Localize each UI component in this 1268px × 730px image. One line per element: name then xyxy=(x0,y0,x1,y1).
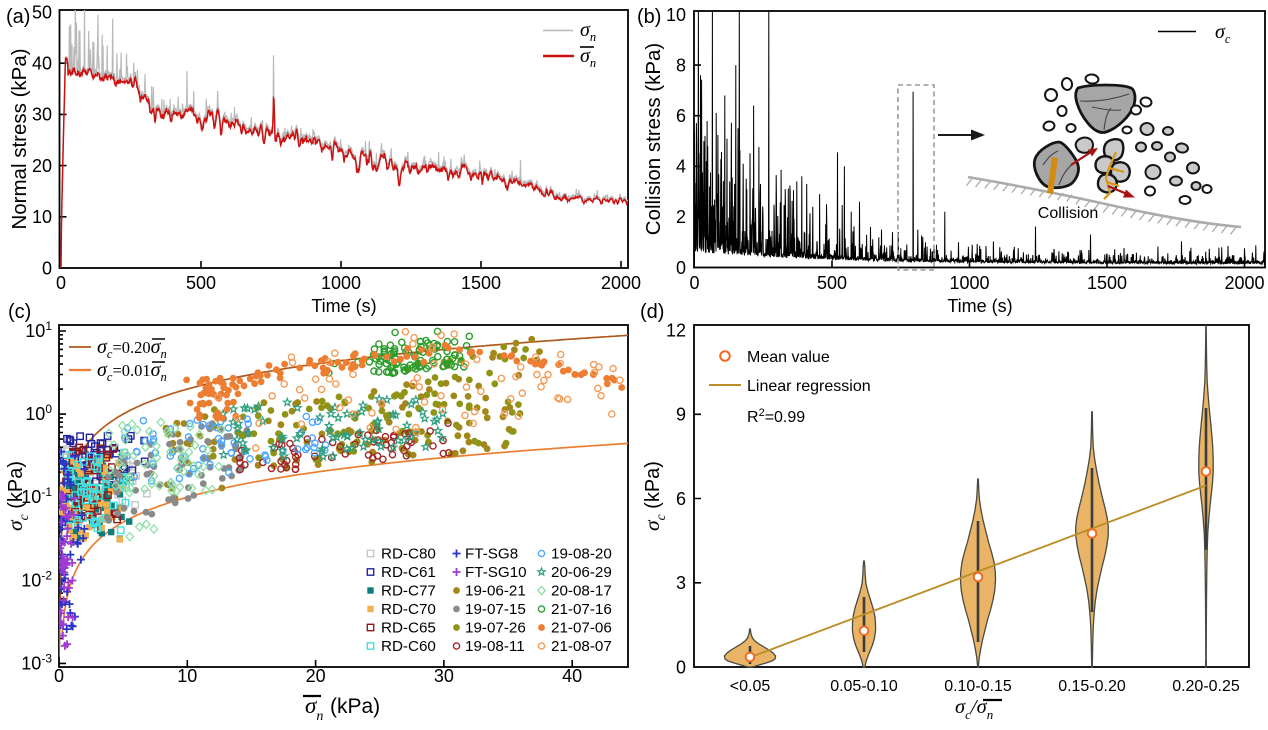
svg-text:0: 0 xyxy=(56,273,66,293)
svg-text:0: 0 xyxy=(676,258,686,278)
svg-text:FT-SG10: FT-SG10 xyxy=(465,564,527,581)
svg-text:3: 3 xyxy=(676,573,686,593)
svg-text:10: 10 xyxy=(666,5,686,25)
svg-text:0: 0 xyxy=(42,258,52,278)
svg-text:(a): (a) xyxy=(6,6,30,28)
svg-text:FT-SG8: FT-SG8 xyxy=(465,546,518,563)
svg-text:Time (s): Time (s) xyxy=(947,296,1012,316)
svg-text:(d): (d) xyxy=(640,301,664,323)
svg-text:0.15-0.20: 0.15-0.20 xyxy=(1058,678,1126,695)
svg-text:<0.05: <0.05 xyxy=(730,678,771,695)
svg-text:4: 4 xyxy=(676,157,686,177)
svg-text:RD-C61: RD-C61 xyxy=(381,564,436,581)
svg-text:6: 6 xyxy=(676,106,686,126)
svg-text:1500: 1500 xyxy=(461,273,501,293)
svg-text:10: 10 xyxy=(177,666,197,686)
svg-text:0.10-0.15: 0.10-0.15 xyxy=(944,678,1012,695)
svg-text:0: 0 xyxy=(676,657,686,677)
svg-text:9: 9 xyxy=(676,405,686,425)
svg-text:8: 8 xyxy=(676,55,686,75)
svg-text:1000: 1000 xyxy=(321,273,361,293)
svg-text:40: 40 xyxy=(32,54,52,74)
svg-text:30: 30 xyxy=(434,666,454,686)
svg-text:1500: 1500 xyxy=(1087,273,1127,293)
svg-text:1000: 1000 xyxy=(949,273,989,293)
svg-text:19-08-20: 19-08-20 xyxy=(551,546,612,563)
svg-text:σc (kPa): σc (kPa) xyxy=(640,461,668,531)
svg-text:10: 10 xyxy=(32,207,52,227)
svg-text:50: 50 xyxy=(32,2,52,22)
svg-text:R2=0.99: R2=0.99 xyxy=(747,407,805,426)
svg-text:21-07-16: 21-07-16 xyxy=(551,601,612,618)
svg-text:20-08-17: 20-08-17 xyxy=(551,583,612,600)
svg-text:19-07-26: 19-07-26 xyxy=(465,620,526,637)
svg-text:30: 30 xyxy=(32,105,52,125)
svg-text:20: 20 xyxy=(306,666,326,686)
svg-text:Mean value: Mean value xyxy=(747,349,830,366)
svg-text:RD-C60: RD-C60 xyxy=(381,638,436,655)
svg-text:(b): (b) xyxy=(637,6,661,28)
svg-text:Normal stress (kPa): Normal stress (kPa) xyxy=(8,48,31,229)
svg-text:40: 40 xyxy=(562,666,582,686)
svg-text:500: 500 xyxy=(186,273,216,293)
svg-text:2000: 2000 xyxy=(1224,273,1264,293)
svg-text:Collision: Collision xyxy=(1038,205,1098,222)
svg-text:0.20-0.25: 0.20-0.25 xyxy=(1172,678,1240,695)
svg-text:19-08-11: 19-08-11 xyxy=(465,638,525,655)
svg-text:19-07-15: 19-07-15 xyxy=(465,601,526,618)
svg-text:Collision stress (kPa): Collision stress (kPa) xyxy=(642,43,665,236)
svg-text:Time (s): Time (s) xyxy=(311,296,376,316)
svg-text:Linear regression: Linear regression xyxy=(747,378,871,395)
svg-text:12: 12 xyxy=(666,320,686,340)
svg-text:RD-C80: RD-C80 xyxy=(381,546,436,563)
svg-text:RD-C77: RD-C77 xyxy=(381,583,436,600)
svg-text:(c): (c) xyxy=(8,301,31,323)
svg-text:20-06-29: 20-06-29 xyxy=(551,564,612,581)
svg-text:0: 0 xyxy=(689,273,699,293)
svg-text:0.05-0.10: 0.05-0.10 xyxy=(830,678,898,695)
svg-text:RD-C70: RD-C70 xyxy=(381,601,436,618)
svg-text:500: 500 xyxy=(817,273,847,293)
svg-text:21-07-06: 21-07-06 xyxy=(551,620,612,637)
svg-text:2: 2 xyxy=(676,207,686,227)
svg-text:19-06-21: 19-06-21 xyxy=(465,583,526,600)
svg-text:2000: 2000 xyxy=(601,273,641,293)
svg-text:20: 20 xyxy=(32,156,52,176)
svg-text:6: 6 xyxy=(676,489,686,509)
svg-text:RD-C65: RD-C65 xyxy=(381,620,436,637)
svg-text:(kPa): (kPa) xyxy=(330,695,380,718)
svg-text:σc (kPa): σc (kPa) xyxy=(3,461,31,531)
svg-text:21-08-07: 21-08-07 xyxy=(551,638,612,655)
svg-text:0: 0 xyxy=(54,666,64,686)
